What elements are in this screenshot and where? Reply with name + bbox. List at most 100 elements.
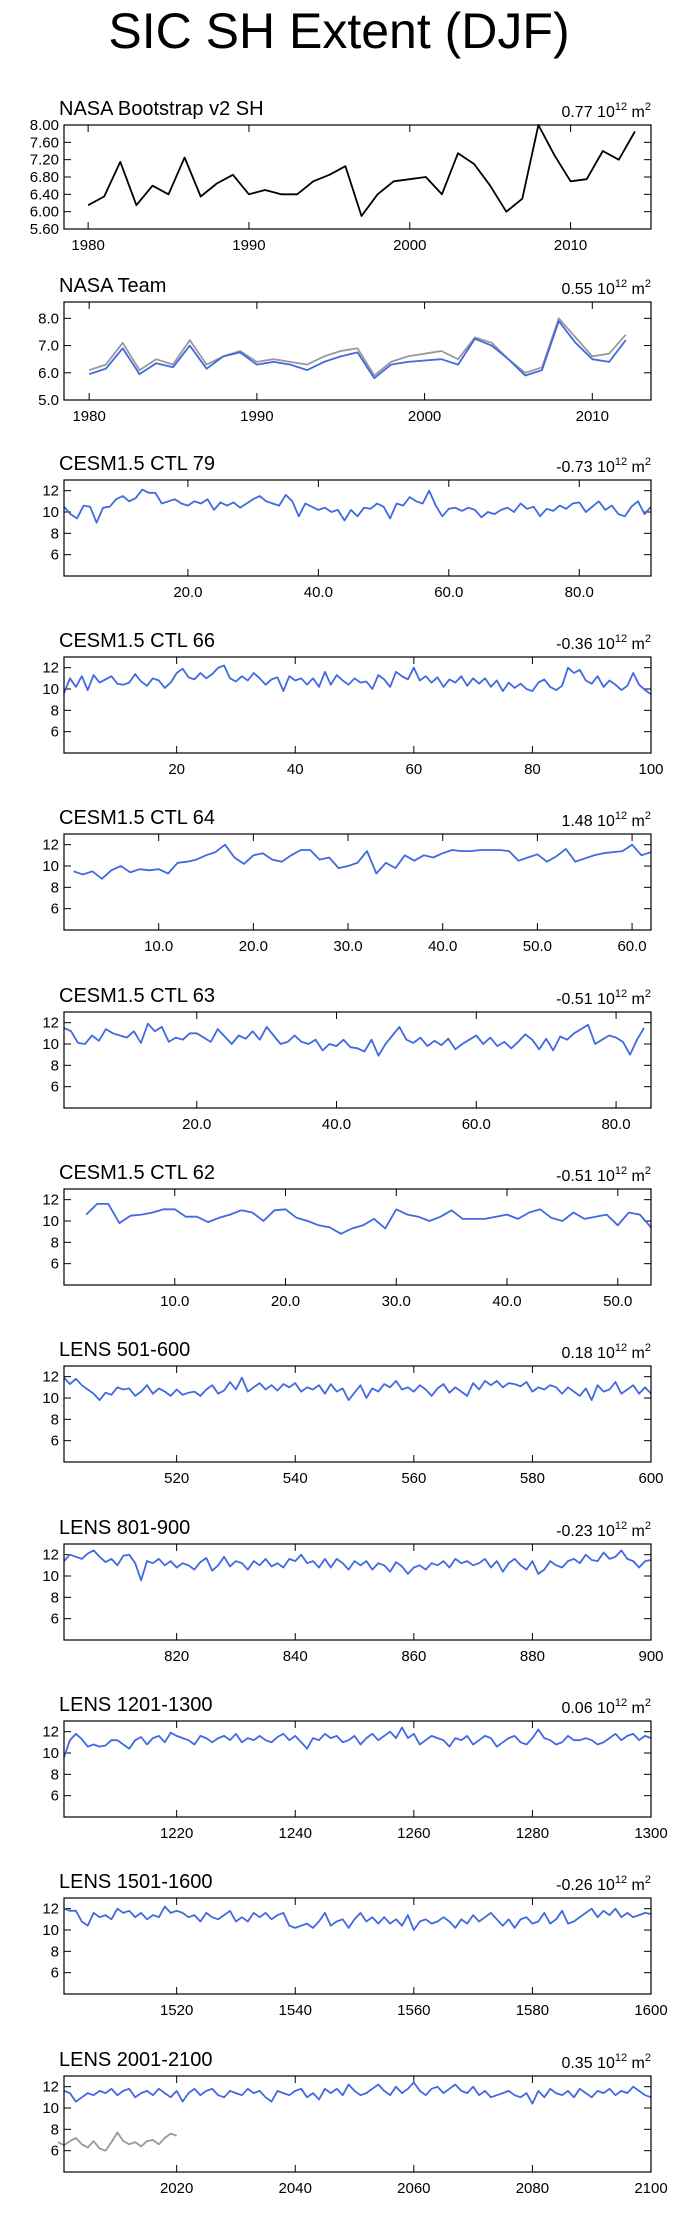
plot-frame [63,1365,652,1463]
trend-unit-suffix: m [627,1523,645,1540]
x-tick-label: 10.0 [144,938,173,955]
y-tick-label: 12 [42,1015,59,1032]
x-tick-label: 20.0 [173,584,202,601]
trend-unit-exp: 12 [615,2052,627,2064]
y-tick-label: 6.40 [30,186,59,203]
y-tick-label: 10 [42,1568,59,1585]
x-tick-label: 2040 [279,2180,312,2197]
y-tick-label: 5.0 [38,392,59,409]
y-tick-label: 8 [51,1234,59,1251]
x-tick-label: 1520 [160,2002,193,2019]
trend-label: 0.06 1012 m2 [561,1697,651,1717]
trend-unit-base: 10 [597,813,615,830]
plot-frame [63,1188,652,1286]
y-tick-label: 6 [51,1965,59,1982]
plot-frame [63,1720,652,1818]
plot-frame [63,656,652,754]
trend-unit-suffix: m [627,1345,645,1362]
panel-title: CESM1.5 CTL 79 [59,453,215,475]
plot-frame [63,2075,652,2173]
trend-unit-suffix-exp: 2 [645,633,651,645]
trend-value: -0.36 [556,636,597,653]
series-line [63,1376,652,1401]
plot-frame [63,1897,652,1995]
trend-unit-suffix-exp: 2 [645,278,651,290]
y-tick-label: 8 [51,1766,59,1783]
y-tick-label: 8 [51,525,59,542]
x-tick-label: 520 [164,1470,189,1487]
y-tick-label: 8 [51,2121,59,2138]
trend-unit-suffix-exp: 2 [645,988,651,1000]
panel-title: LENS 1501-1600 [59,1871,212,1893]
trend-unit-exp: 12 [615,278,627,290]
trend-unit-suffix: m [627,459,645,476]
trend-unit-base: 10 [597,1345,615,1362]
x-tick-label: 1280 [516,1825,549,1842]
x-tick-label: 540 [283,1470,308,1487]
y-tick-label: 12 [42,1724,59,1741]
x-tick-label: 880 [520,1648,545,1665]
y-tick-label: 8 [51,702,59,719]
trend-unit-suffix: m [627,813,645,830]
trend-value: -0.23 [556,1523,597,1540]
panel-title: LENS 2001-2100 [59,2049,212,2071]
trend-label: 0.18 1012 m2 [561,1342,651,1362]
y-tick-label: 5.60 [30,221,59,238]
panel-title: CESM1.5 CTL 64 [59,807,215,829]
x-tick-label: 1560 [397,2002,430,2019]
trend-unit-suffix: m [627,1700,645,1717]
trend-value: 1.48 [561,813,597,830]
x-tick-label: 900 [638,1648,663,1665]
plot-frame [63,1011,652,1109]
y-tick-label: 10 [42,681,59,698]
x-tick-label: 1240 [279,1825,312,1842]
y-tick-label: 8 [51,1943,59,1960]
figure-title: SIC SH Extent (DJF) [108,3,569,59]
trend-label: -0.51 1012 m2 [556,1165,651,1185]
chart-panel: NASA Bootstrap v2 SH 0.77 1012 m2 5.606.00… [30,98,652,254]
y-tick-label: 8 [51,1057,59,1074]
y-tick-label: 10 [42,1390,59,1407]
trend-label: -0.73 1012 m2 [556,456,651,476]
series-line [88,317,627,377]
panel-title: CESM1.5 CTL 62 [59,1162,215,1184]
panel-title: LENS 1201-1300 [59,1694,212,1716]
panel-title: CESM1.5 CTL 66 [59,630,215,652]
y-tick-label: 8.00 [30,117,59,134]
trend-unit-suffix: m [627,104,645,121]
trend-unit-exp: 12 [615,810,627,822]
y-tick-label: 6 [51,1788,59,1805]
trend-value: 0.55 [561,281,597,298]
trend-unit-base: 10 [597,1523,615,1540]
x-tick-label: 40.0 [492,1293,521,1310]
x-tick-label: 2000 [393,237,426,254]
x-tick-label: 1260 [397,1825,430,1842]
x-tick-label: 2060 [397,2180,430,2197]
trend-unit-suffix-exp: 2 [645,1520,651,1532]
trend-unit-suffix-exp: 2 [645,1342,651,1354]
x-tick-label: 10.0 [160,1293,189,1310]
series-line [57,2131,177,2152]
y-tick-label: 6 [51,1256,59,1273]
series-line [88,320,627,380]
series-line [63,1726,652,1758]
x-tick-label: 2010 [576,408,609,425]
y-tick-label: 10 [42,1213,59,1230]
trend-unit-suffix-exp: 2 [645,2052,651,2064]
trend-label: 0.77 1012 m2 [561,101,651,121]
x-tick-label: 1580 [516,2002,549,2019]
panel-title: NASA Team [59,275,166,297]
trend-unit-suffix-exp: 2 [645,101,651,113]
chart-panel: NASA Team 0.55 1012 m2 5.0 6.0 7.0 8.0 1980 199… [38,275,652,425]
y-tick-label: 6.0 [38,365,59,382]
trend-label: -0.36 1012 m2 [556,633,651,653]
x-tick-label: 2100 [634,2180,667,2197]
y-tick-label: 7.20 [30,152,59,169]
panel-title: CESM1.5 CTL 63 [59,985,215,1007]
trend-label: -0.51 1012 m2 [556,988,651,1008]
